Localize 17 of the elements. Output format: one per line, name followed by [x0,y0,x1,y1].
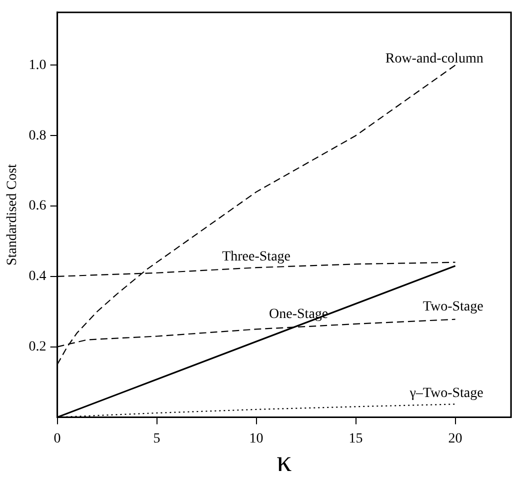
x-axis-title: κ [276,444,292,478]
x-tick-label: 15 [348,431,363,446]
x-tick-label: 0 [54,431,61,446]
y-tick-label: 0.8 [28,128,46,144]
series-label: γ–Two-Stage [408,386,484,402]
x-tick-label: 20 [448,431,462,446]
series-label: Three-Stage [222,249,290,264]
series-label: Two-Stage [422,300,484,315]
x-tick-label: 10 [249,431,264,446]
y-tick-label: 0.2 [28,339,46,354]
y-tick-label: 0.4 [28,269,46,284]
y-axis-title: Standardised Cost [5,164,20,266]
series-label: One-Stage [269,307,328,322]
y-tick-label: 1.0 [28,58,46,73]
y-tick-label: 0.6 [28,198,46,214]
x-tick-label: 5 [153,431,160,446]
series-label: Row-and-column [385,51,484,66]
